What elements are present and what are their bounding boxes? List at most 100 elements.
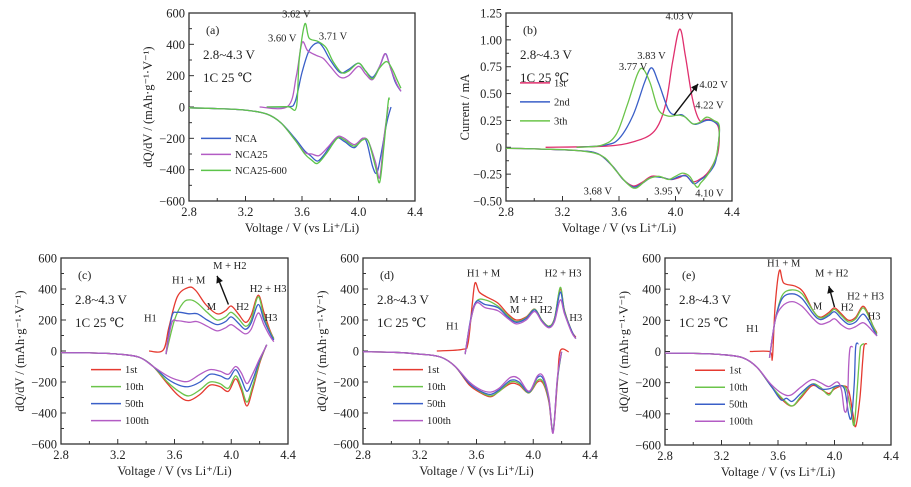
- annotation-label: H1: [144, 314, 157, 325]
- x-tick-label: 2.8: [53, 448, 69, 462]
- y-tick-label: 0: [51, 345, 57, 359]
- series-line-nca25-600-charge: [266, 22, 402, 111]
- legend-label: 10th: [729, 383, 748, 394]
- y-axis-title: dQ/dV / (mAh·g⁻¹·V⁻¹): [141, 46, 155, 167]
- y-tick-label: 400: [340, 283, 359, 297]
- y-tick-label: −200: [635, 376, 661, 390]
- annotation-label: M + H2: [213, 261, 246, 272]
- panel-label: (e): [682, 268, 695, 282]
- x-tick-label: 2.8: [181, 205, 197, 219]
- legend-item: 3th: [520, 116, 568, 127]
- series-line-1st-charge: [749, 269, 878, 361]
- y-tick-label: −400: [31, 407, 57, 421]
- x-tick-label: 4.4: [407, 205, 423, 219]
- condition-text: 1C 25 ℃: [75, 315, 124, 330]
- y-tick-label: −200: [159, 132, 185, 146]
- legend-item: NCA: [201, 134, 258, 145]
- y-tick-label: 400: [38, 283, 57, 297]
- legend-item: NCA25-600: [201, 166, 287, 177]
- annotation-label: H3: [868, 312, 881, 323]
- annotation-label: H1 + M: [172, 276, 206, 287]
- series-group: [61, 286, 275, 407]
- legend-label: 100th: [427, 416, 452, 427]
- y-axis-title: Current / mA: [458, 74, 472, 141]
- series-line-3th: [506, 67, 721, 189]
- series-group: [363, 281, 577, 434]
- annotation-label: H1 + M: [767, 259, 801, 270]
- legend-label: NCA: [235, 134, 258, 145]
- condition-text: 1C 25 ℃: [520, 70, 569, 85]
- annotation-label: H3: [569, 313, 582, 324]
- y-tick-label: 1.25: [480, 7, 502, 21]
- x-tick-label: 3.6: [770, 449, 786, 463]
- legend-item: 50th: [393, 399, 446, 410]
- series-line-1st-charge: [148, 286, 275, 353]
- series-line-1st-charge: [436, 281, 577, 352]
- y-tick-label: −400: [635, 407, 661, 421]
- annotation-label: H2: [540, 305, 553, 316]
- y-tick-label: −600: [333, 438, 359, 452]
- legend-label: 1st: [427, 365, 439, 376]
- annotation-label: M + H2: [509, 295, 542, 306]
- y-tick-label: −400: [333, 407, 359, 421]
- y-tick-label: 1.00: [480, 33, 502, 47]
- arrow-head-icon: [691, 83, 699, 92]
- annotation-label: H2: [841, 303, 854, 314]
- y-tick-label: 0.25: [480, 114, 502, 128]
- annotation-label: H2 + H3: [847, 291, 884, 302]
- series-line-50th-charge: [768, 293, 878, 358]
- y-tick-label: −0.25: [473, 168, 502, 182]
- series-line-10th-charge: [165, 296, 275, 355]
- series-line-100th-discharge: [665, 345, 854, 413]
- annotation-label: 3.62 V: [282, 10, 311, 21]
- annotation-label: 4.02 V: [699, 80, 728, 91]
- annotation-label: H1 + M: [467, 269, 501, 280]
- annotation-label: 3.77 V: [619, 62, 648, 73]
- x-tick-label: 3.2: [238, 205, 254, 219]
- x-axis-title: Voltage / V (vs Li⁺/Li): [562, 221, 676, 235]
- series-line-50th-charge: [165, 303, 275, 355]
- legend-label: 50th: [125, 399, 144, 410]
- series-line-100th-discharge: [363, 351, 563, 434]
- legend-item: 50th: [91, 399, 144, 410]
- y-tick-label: 0: [496, 141, 502, 155]
- legend-item: NCA25: [201, 150, 268, 161]
- legend-item: 1st: [520, 78, 566, 89]
- series-line-1st-discharge: [665, 342, 868, 428]
- y-tick-label: 200: [340, 314, 359, 328]
- legend-item: 1st: [91, 365, 137, 376]
- x-tick-label: 2.8: [657, 449, 673, 463]
- series-group: [665, 269, 878, 428]
- chart-panel-c: 2.8 3.2 3.6 4.0 4.4 600 400 200 0 −200 −400 −600 Vol…: [13, 252, 297, 479]
- x-tick-label: 4.0: [223, 448, 239, 462]
- series-line-100th-charge: [768, 300, 878, 358]
- annotation-label: M: [207, 302, 217, 313]
- annotation-label: M: [510, 305, 520, 316]
- annotation-label: H2 + H3: [545, 269, 582, 280]
- condition-text: 1C 25 ℃: [377, 315, 426, 330]
- series-line-100th-charge: [165, 312, 275, 355]
- series-line-50th-charge: [464, 291, 577, 355]
- y-tick-label: 0: [353, 345, 359, 359]
- x-tick-label: 3.6: [469, 448, 485, 462]
- y-tick-label: 400: [166, 38, 185, 52]
- condition-text: 2.8~4.3 V: [679, 292, 732, 307]
- annotation-label: M: [813, 302, 823, 313]
- x-axis-title: Voltage / V (vs Li⁺/Li): [721, 465, 835, 479]
- y-tick-label: −600: [635, 439, 661, 453]
- condition-text: 1C 25 ℃: [203, 70, 252, 85]
- y-tick-label: 400: [642, 283, 661, 297]
- x-tick-label: 3.2: [110, 448, 126, 462]
- legend-label: 10th: [125, 382, 144, 393]
- y-tick-label: −200: [31, 376, 57, 390]
- y-tick-label: −600: [159, 195, 185, 209]
- condition-text: 2.8~4.3 V: [75, 292, 128, 307]
- legend-item: 1st: [393, 365, 439, 376]
- legend-label: 1st: [554, 78, 566, 89]
- series-group: [189, 22, 402, 184]
- annotation-label: 3.68 V: [584, 187, 613, 198]
- y-tick-label: 0: [179, 101, 185, 115]
- y-tick-label: −0.50: [473, 195, 502, 209]
- y-tick-label: 200: [166, 69, 185, 83]
- series-line-10th-discharge: [665, 343, 865, 427]
